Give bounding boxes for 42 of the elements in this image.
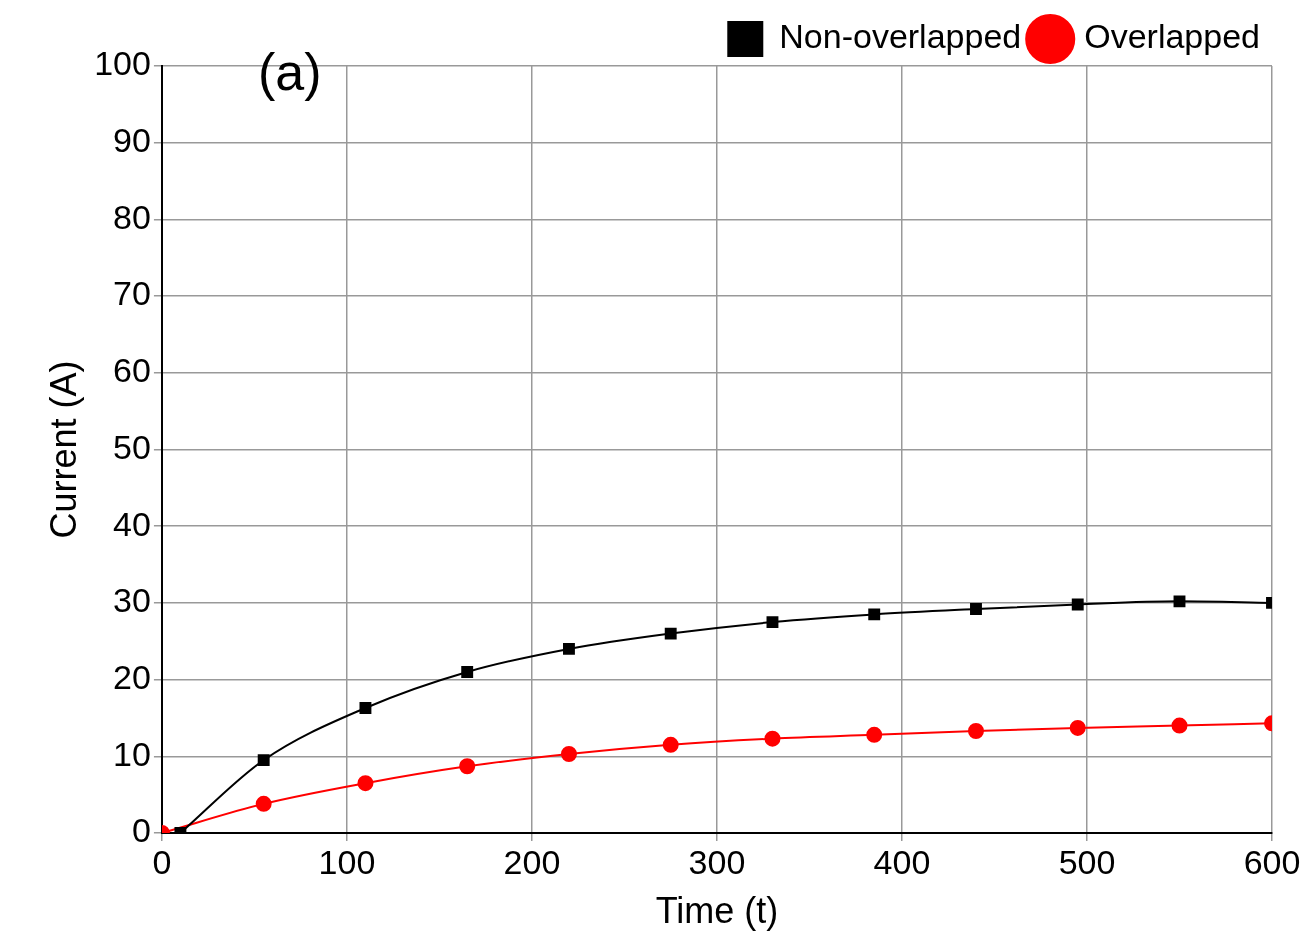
point [461,665,474,678]
point [255,795,272,812]
legend-label: Non-overlapped [779,17,1022,56]
y-tick-label: 10 [113,734,151,773]
x-tick-label: 600 [1243,842,1301,881]
point [664,627,677,640]
point [563,642,575,655]
point [1071,598,1084,611]
point [970,603,982,615]
point [560,746,577,762]
point [1069,719,1086,736]
y-tick-label: 80 [113,197,151,236]
x-tick-label: 500 [1058,842,1116,881]
y-tick-label: 100 [94,44,151,83]
point [359,702,372,714]
y-tick-label: 60 [113,351,151,390]
x-axis-title: Time (t) [655,890,779,932]
legend-label: Overlapped [1084,17,1260,56]
point [459,758,476,775]
point [866,726,883,743]
point [257,754,270,767]
point [357,775,374,792]
x-tick-label: 400 [873,842,931,881]
x-tick-label: 200 [503,842,561,881]
y-tick-label: 50 [113,427,151,466]
point [764,730,781,747]
x-tick-label: 300 [688,842,746,881]
annotation: (a) [258,43,322,102]
y-tick-label: 40 [113,504,151,543]
y-tick-label: 0 [132,811,151,850]
y-tick-label: 20 [113,657,151,696]
point [1171,717,1188,734]
y-axis-title: Current (A) [42,360,84,539]
point [868,608,881,621]
y-tick-label: 30 [113,581,151,620]
y-tick-label: 70 [113,274,151,313]
point [662,736,679,753]
y-tick-label: 90 [113,121,151,160]
point [1173,595,1186,608]
point [766,616,779,629]
point [967,722,984,739]
x-tick-label: 100 [318,842,376,881]
